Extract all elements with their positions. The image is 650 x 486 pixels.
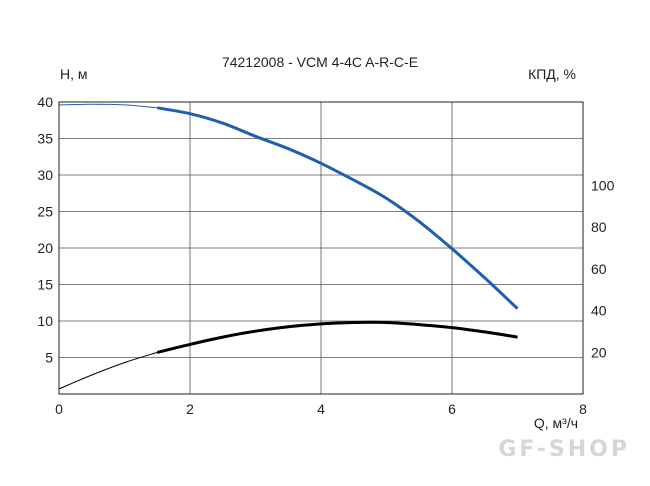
y-tick-label-right: 80 <box>591 219 607 235</box>
x-tick-label: 6 <box>448 401 456 417</box>
curves <box>58 103 519 390</box>
y-axis-label-left: H, м <box>60 66 88 82</box>
y-axis-label-right: КПД, % <box>528 66 576 82</box>
series-1-thin-segment <box>58 351 158 390</box>
y-tick-label-left: 15 <box>37 277 53 293</box>
tick-labels: 0 2 4 6 8 5 10 15 20 25 30 35 40 20 40 60 80 100 <box>37 94 614 417</box>
y-tick-label-left: 35 <box>37 131 53 147</box>
y-tick-label-left: 40 <box>37 94 53 110</box>
plot-area-frame <box>58 101 584 395</box>
y-tick-label-left: 30 <box>37 167 53 183</box>
x-axis-label: Q, м³/ч <box>534 415 578 431</box>
grid-lines <box>59 102 583 394</box>
series-1-line <box>156 320 518 354</box>
y-tick-label-left: 10 <box>37 313 53 329</box>
y-tick-label-left: 5 <box>45 350 53 366</box>
x-tick-label: 2 <box>186 401 194 417</box>
x-tick-label: 8 <box>579 401 587 417</box>
series-0-line <box>157 106 519 310</box>
watermark-logo: GF-SHOP <box>498 437 630 462</box>
y-tick-label-right: 40 <box>591 303 607 319</box>
y-tick-label-right: 20 <box>591 344 607 360</box>
y-tick-label-right: 60 <box>591 261 607 277</box>
series-0-thin-segment <box>58 103 158 109</box>
y-tick-label-left: 25 <box>37 204 53 220</box>
x-tick-label: 4 <box>317 401 325 417</box>
x-tick-label: 0 <box>55 401 63 417</box>
chart-title: 74212008 - VCM 4-4C A-R-C-E <box>222 54 418 70</box>
y-tick-label-right: 100 <box>591 177 615 193</box>
y-tick-label-left: 20 <box>37 240 53 256</box>
